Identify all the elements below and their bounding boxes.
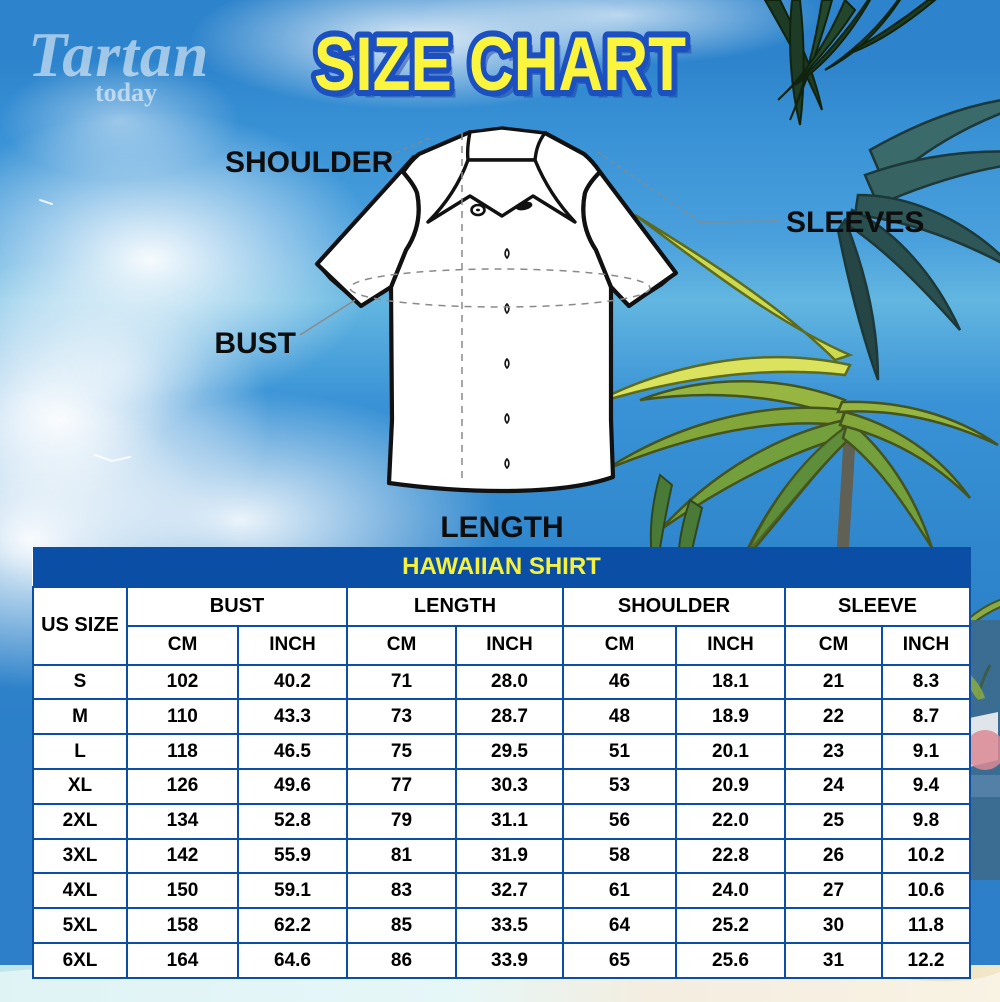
svg-text:SHOULDER: SHOULDER — [225, 146, 394, 179]
svg-text:BUST: BUST — [214, 327, 296, 360]
svg-text:SLEEVES: SLEEVES — [786, 206, 924, 239]
svg-text:LENGTH: LENGTH — [440, 511, 563, 544]
